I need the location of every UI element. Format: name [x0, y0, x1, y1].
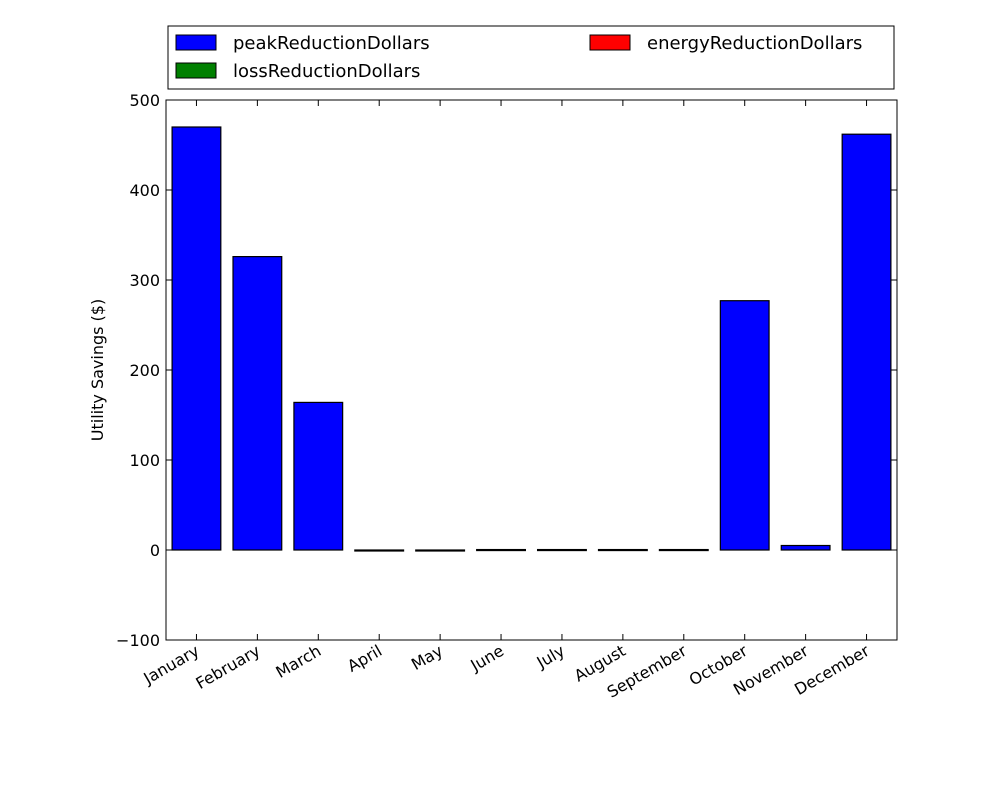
x-tick-label-july: July: [533, 641, 568, 672]
x-tick-label-february: February: [192, 641, 263, 693]
y-tick-label: 200: [129, 361, 160, 380]
legend-swatch-lossReductionDollars: [175, 62, 217, 79]
bar-peakReductionDollars-september: [658, 548, 709, 552]
x-tick-label-june: June: [467, 641, 508, 675]
bar-peakReductionDollars-november: [780, 544, 831, 551]
bar-peakReductionDollars-april: [354, 549, 405, 552]
y-axis: −100 0 100 200 300 400 500: [116, 91, 897, 650]
legend-frame: [167, 25, 895, 90]
bar-peakReductionDollars-february: [232, 256, 283, 551]
bars: [171, 126, 892, 552]
y-tick-label: −100: [116, 631, 160, 650]
legend-swatch-peakReductionDollars: [175, 34, 217, 51]
bar-peakReductionDollars-october: [719, 300, 770, 551]
legend: peakReductionDollars energyReductionDolla…: [167, 25, 895, 90]
bar-peakReductionDollars-may: [415, 549, 466, 552]
legend-swatch-energyReductionDollars: [589, 34, 631, 51]
bar-peakReductionDollars-june: [476, 548, 527, 552]
y-tick-label: 400: [129, 181, 160, 200]
y-tick-label: 0: [150, 541, 160, 560]
y-axis-title: Utility Savings ($): [88, 299, 107, 441]
y-tick-label: 100: [129, 451, 160, 470]
legend-label-energyReductionDollars: energyReductionDollars: [647, 33, 862, 54]
legend-label-lossReductionDollars: lossReductionDollars: [233, 61, 420, 82]
x-tick-label-march: March: [273, 641, 325, 682]
y-tick-label: 300: [129, 271, 160, 290]
bar-peakReductionDollars-august: [597, 548, 648, 552]
legend-label-peakReductionDollars: peakReductionDollars: [233, 33, 430, 54]
x-tick-label-april: April: [344, 641, 385, 676]
y-tick-label: 500: [129, 91, 160, 110]
bar-peakReductionDollars-march: [293, 401, 344, 551]
x-tick-label-may: May: [408, 641, 446, 674]
bar-peakReductionDollars-january: [171, 126, 222, 551]
bar-peakReductionDollars-december: [841, 133, 892, 551]
bar-peakReductionDollars-july: [536, 548, 587, 552]
